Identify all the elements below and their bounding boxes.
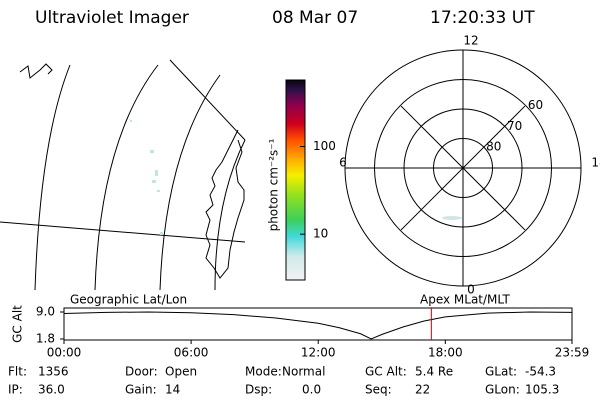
x-tick-label: 18:00 (428, 346, 463, 360)
mlt-label: 12 (463, 34, 478, 48)
status-value: 0.0 (302, 383, 321, 397)
colorbar-tick-label: 10 (313, 227, 328, 241)
colorbar-label: photon cm⁻²s⁻¹ (267, 138, 281, 231)
timeline-left-label: Geographic Lat/Lon (70, 293, 187, 307)
status-value: -54.3 (525, 365, 556, 379)
x-tick-label: 00:00 (47, 346, 82, 360)
grid-line (0, 221, 246, 243)
x-tick-label: 23:59 (555, 346, 590, 360)
colorbar (285, 79, 306, 281)
date: 08 Mar 07 (272, 8, 358, 28)
aurora-speckles (130, 120, 163, 235)
mlt-label: 18 (591, 156, 600, 170)
map (0, 59, 246, 291)
status-label: Door: (125, 365, 158, 379)
timeline-right-label: Apex MLat/MLT (420, 293, 510, 307)
colorbar-tick-label: 100 (313, 139, 336, 153)
status-label: Mode: (245, 365, 282, 379)
x-tick-label: 06:00 (174, 346, 209, 360)
status-label: GLat: (485, 365, 517, 379)
grid-arc (94, 64, 159, 291)
status-value: 105.3 (525, 383, 559, 397)
altitude-line (63, 311, 573, 340)
lat-ring-label: 60 (528, 98, 543, 112)
lat-ring-label: 70 (507, 119, 522, 133)
mlt-label: 0 (467, 283, 475, 297)
status-value: 22 (415, 383, 430, 397)
mlt-label: 6 (339, 156, 347, 170)
status-label: Seq: (365, 383, 392, 397)
coastline (205, 129, 245, 279)
coastline (19, 63, 53, 79)
y-tick-label: 1.8 (36, 332, 55, 346)
status-label: GC Alt: (365, 365, 407, 379)
y-tick-label: 9.0 (36, 305, 55, 319)
status-value: 5.4 Re (415, 365, 453, 379)
time: 17:20:33 UT (430, 8, 535, 28)
aurora-oval (442, 216, 462, 220)
status-label: Flt: (8, 365, 27, 379)
y-axis-label: GC Alt (11, 305, 25, 343)
status-value: Open (165, 365, 197, 379)
status-value: 14 (165, 383, 180, 397)
status-label: GLon: (485, 383, 520, 397)
grid-arc (34, 64, 71, 291)
lat-ring-label: 80 (486, 140, 501, 154)
status-value: 1356 (38, 365, 69, 379)
grid-line (169, 59, 246, 141)
grid-arc (159, 74, 221, 291)
status-label: Gain: (125, 383, 157, 397)
x-tick-label: 12:00 (301, 346, 336, 360)
instrument: Ultraviolet Imager (35, 8, 189, 28)
status-label: Dsp: (245, 383, 272, 397)
status-value: 36.0 (38, 383, 65, 397)
polar-plot (442, 216, 462, 220)
status-value: Normal (282, 365, 325, 379)
grid-arc (214, 139, 246, 291)
status-label: IP: (8, 383, 23, 397)
